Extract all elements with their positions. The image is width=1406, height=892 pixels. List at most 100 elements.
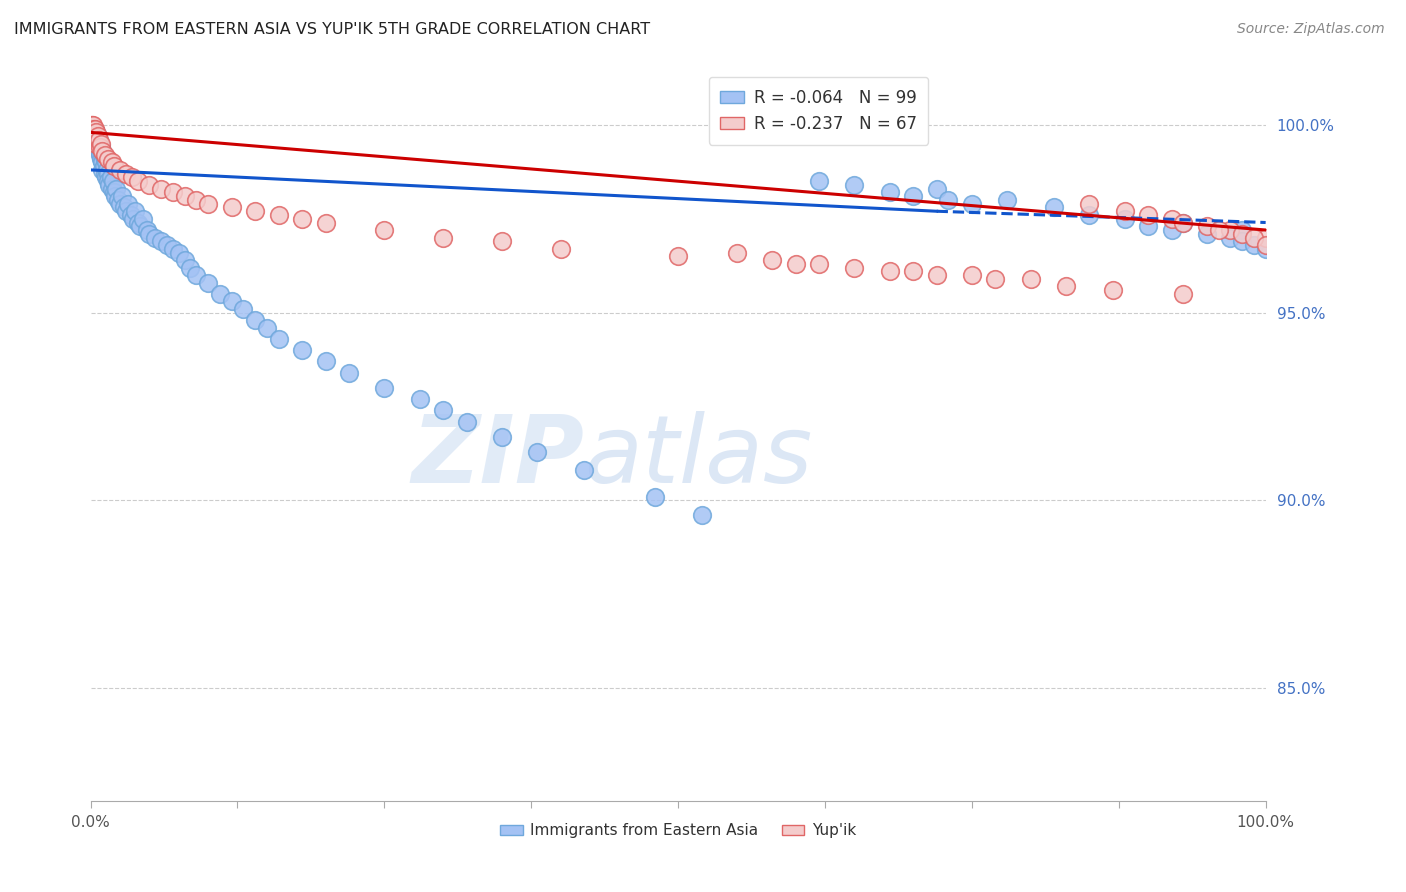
Point [122,211,145,226]
Point [86,129,108,144]
Point [1254,242,1277,256]
Point [87,133,110,147]
Point [960,268,983,282]
Point [83,129,105,144]
Point [337,366,360,380]
Point [150,234,173,248]
Point [291,211,314,226]
Point [1054,279,1077,293]
Point [91,155,114,169]
Point [879,264,901,278]
Point [925,268,948,282]
Point [1195,227,1218,241]
Point [644,490,666,504]
Point [79,118,101,132]
Point [901,264,924,278]
Point [112,201,135,215]
Point [84,121,107,136]
Point [1019,272,1042,286]
Point [87,133,110,147]
Point [844,260,866,275]
Point [143,230,166,244]
Point [1254,230,1277,244]
Point [1137,219,1160,234]
Point [94,170,117,185]
Point [138,178,160,192]
Point [1078,208,1101,222]
Point [456,415,478,429]
Point [221,201,243,215]
Point [243,313,266,327]
Point [197,196,219,211]
Point [103,159,125,173]
Point [108,196,131,211]
Point [1243,238,1265,252]
Point [84,133,107,147]
Point [86,125,108,139]
Point [1102,283,1125,297]
Point [83,121,105,136]
Point [232,301,254,316]
Point [432,403,454,417]
Point [104,189,127,203]
Point [785,257,807,271]
Point [129,219,152,234]
Point [1114,204,1136,219]
Point [208,286,231,301]
Point [111,189,134,203]
Point [100,170,122,185]
Point [267,332,290,346]
Point [86,129,108,144]
Point [1137,208,1160,222]
Point [83,121,105,136]
Point [124,204,146,219]
Point [267,208,290,222]
Point [115,204,138,219]
Point [82,125,104,139]
Point [84,125,107,139]
Point [1230,223,1253,237]
Point [96,162,118,177]
Point [82,118,104,132]
Point [256,320,278,334]
Point [86,133,108,147]
Point [221,294,243,309]
Point [91,162,114,177]
Point [105,182,128,196]
Point [93,148,115,162]
Point [80,121,103,136]
Point [808,257,831,271]
Point [315,354,337,368]
Point [879,186,901,200]
Point [995,193,1018,207]
Point [1160,223,1182,237]
Point [84,133,107,147]
Point [156,238,179,252]
Point [197,276,219,290]
Point [101,174,124,188]
Point [432,230,454,244]
Point [138,227,160,241]
Point [291,343,314,358]
Point [97,174,120,188]
Point [1230,234,1253,248]
Point [960,196,983,211]
Point [572,463,595,477]
Point [89,148,111,162]
Point [1043,201,1066,215]
Point [373,381,395,395]
Point [86,140,108,154]
Point [108,162,131,177]
Point [97,167,120,181]
Point [1254,238,1277,252]
Point [1230,227,1253,241]
Point [100,182,122,196]
Point [86,136,108,151]
Point [550,242,572,256]
Point [79,121,101,136]
Point [127,174,149,188]
Point [186,193,208,207]
Point [84,129,107,144]
Point [1243,230,1265,244]
Point [86,136,108,151]
